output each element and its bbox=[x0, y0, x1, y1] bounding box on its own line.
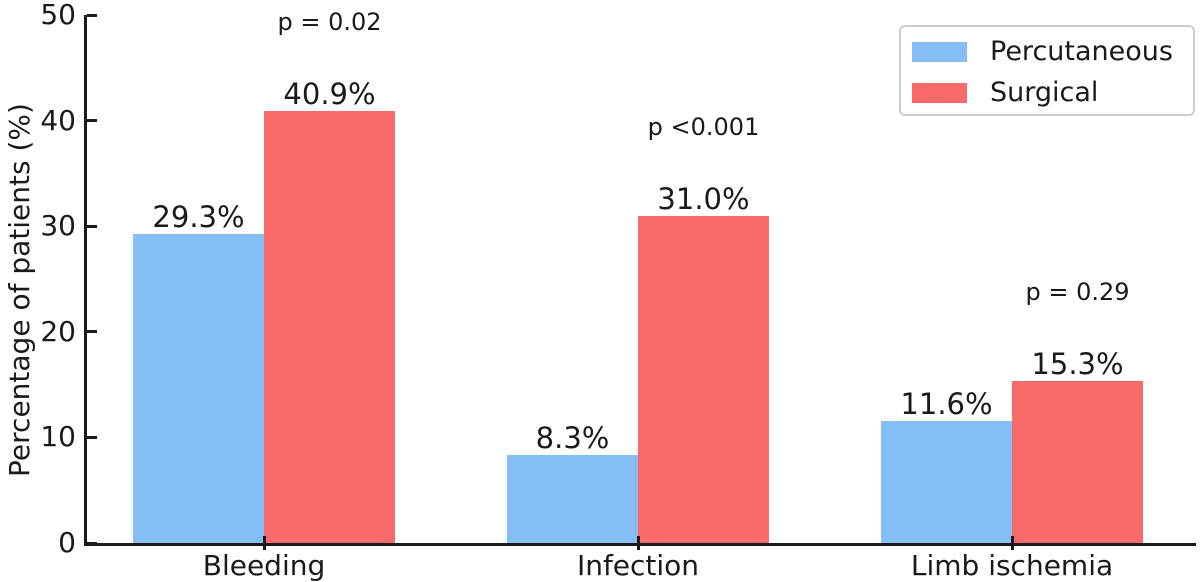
x-tick-label-infection: Infection bbox=[576, 549, 700, 582]
y-tick-label: 20 bbox=[40, 314, 76, 348]
x-tick-mark bbox=[1010, 536, 1014, 550]
value-label-percutaneous-infection: 8.3% bbox=[535, 421, 610, 456]
y-tick-label: 40 bbox=[40, 103, 76, 137]
y-tick-mark bbox=[87, 119, 97, 123]
y-tick-mark bbox=[87, 13, 97, 17]
y-tick-label: 30 bbox=[40, 209, 76, 243]
value-label-surgical-limb-ischemia: 15.3% bbox=[1031, 347, 1124, 382]
x-tick-mark bbox=[636, 536, 640, 550]
bar-surgical-infection bbox=[638, 215, 769, 543]
y-tick-mark bbox=[87, 435, 97, 439]
x-tick-label-limb-ischemia: Limb ischemia bbox=[910, 549, 1114, 582]
value-label-surgical-infection: 31.0% bbox=[657, 181, 750, 216]
bar-percutaneous-limb-ischemia bbox=[881, 420, 1012, 543]
y-tick-label: 50 bbox=[40, 0, 76, 31]
value-label-percutaneous-bleeding: 29.3% bbox=[152, 199, 245, 234]
value-label-surgical-bleeding: 40.9% bbox=[283, 77, 376, 112]
legend: Percutaneous Surgical bbox=[899, 25, 1195, 116]
p-value-label-infection: p <0.001 bbox=[647, 112, 760, 141]
x-tick-mark bbox=[262, 536, 266, 550]
legend-label: Percutaneous bbox=[990, 36, 1173, 67]
p-value-label-limb-ischemia: p = 0.29 bbox=[1025, 278, 1130, 307]
y-tick-mark bbox=[87, 541, 97, 545]
y-axis-spine bbox=[84, 15, 87, 546]
legend-swatch-surgical bbox=[912, 82, 967, 103]
y-tick-mark bbox=[87, 330, 97, 334]
value-label-percutaneous-limb-ischemia: 11.6% bbox=[900, 386, 993, 421]
legend-item-surgical: Surgical bbox=[912, 72, 1193, 113]
x-tick-label-bleeding: Bleeding bbox=[202, 549, 326, 582]
y-tick-label: 10 bbox=[40, 420, 76, 454]
y-tick-mark bbox=[87, 224, 97, 228]
bar-percutaneous-bleeding bbox=[133, 233, 264, 543]
bar-percutaneous-infection bbox=[507, 455, 638, 543]
legend-swatch-percutaneous bbox=[912, 41, 967, 62]
bar-surgical-bleeding bbox=[264, 111, 395, 543]
bar-surgical-limb-ischemia bbox=[1012, 381, 1143, 543]
x-axis-spine bbox=[84, 543, 1196, 546]
legend-item-percutaneous: Percutaneous bbox=[912, 31, 1193, 72]
legend-label: Surgical bbox=[990, 77, 1099, 108]
y-tick-label: 0 bbox=[58, 526, 76, 559]
p-value-label-bleeding: p = 0.02 bbox=[277, 8, 382, 37]
